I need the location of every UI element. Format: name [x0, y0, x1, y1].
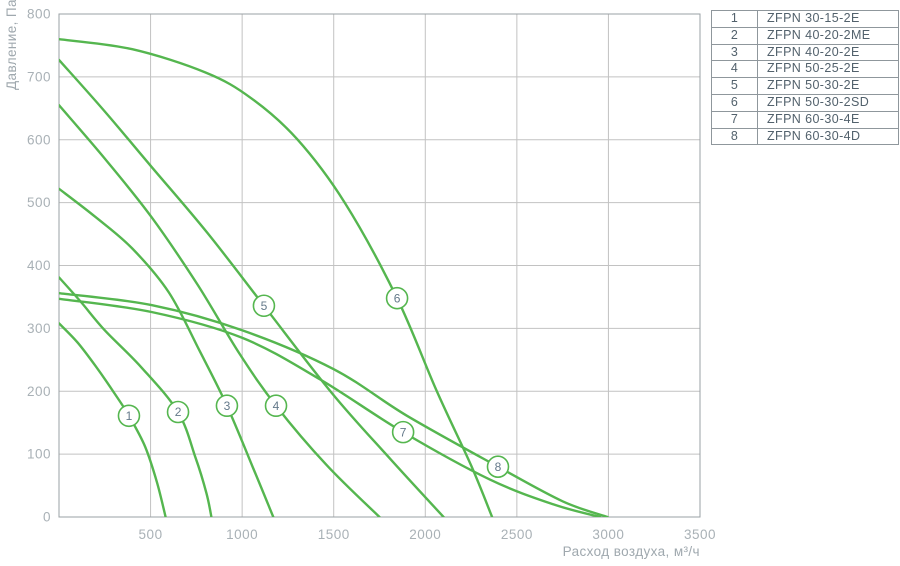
curve-1: [59, 322, 167, 517]
curve-label-circle: [391, 420, 415, 444]
curve-label-circle: [252, 294, 276, 318]
legend-row: 3 ZFPN 40-20-2E: [711, 43, 899, 62]
legend-number: 5: [711, 77, 758, 95]
curve-labels: 1 2 3 4 5 6 7 8: [117, 286, 510, 479]
curve-8: [59, 292, 609, 517]
legend-table: 1 ZFPN 30-15-2E 2 ZFPN 40-20-2ME 3 ZFPN 40-20…: [711, 10, 899, 146]
y-tick-label: 600: [27, 132, 51, 147]
curve-label-4: 4: [264, 394, 288, 418]
curve-label-number: 2: [175, 405, 182, 419]
y-tick-label: 700: [27, 69, 51, 84]
legend-model: ZFPN 40-20-2ME: [757, 26, 899, 45]
x-tick-label: 1500: [318, 527, 350, 542]
legend-model: ZFPN 50-30-2E: [757, 77, 899, 95]
legend-number: 1: [711, 10, 758, 28]
legend-row: 6 ZFPN 50-30-2SD: [711, 93, 899, 112]
legend-number: 6: [711, 93, 758, 112]
y-axis-title: Давление, Па: [4, 0, 19, 90]
curve-label-number: 1: [126, 409, 133, 423]
x-tick-label: 500: [139, 527, 163, 542]
y-tick-label: 0: [43, 510, 51, 525]
y-tick-label: 500: [27, 195, 51, 210]
curve-label-5: 5: [252, 294, 276, 318]
legend-model: ZFPN 60-30-4E: [757, 110, 899, 129]
legend-model: ZFPN 60-30-4D: [757, 127, 899, 146]
curve-label-number: 8: [495, 460, 502, 474]
curve-label-circle: [166, 400, 190, 424]
tick-labels: 500 1000 1500 2000 2500 3000 35000100200300400…: [27, 7, 716, 543]
curve-label-number: 5: [261, 299, 268, 313]
curve-label-2: 2: [166, 400, 190, 424]
curve-4: [59, 104, 381, 517]
y-tick-label: 300: [27, 321, 51, 336]
curve-label-number: 3: [224, 399, 231, 413]
x-axis-title: Расход воздуха, м³/ч: [562, 544, 700, 559]
legend-number: 2: [711, 26, 758, 45]
gridlines: [59, 14, 701, 517]
legend-model: ZFPN 30-15-2E: [757, 10, 899, 28]
legend-row: 7 ZFPN 60-30-4E: [711, 110, 899, 129]
curve-label-1: 1: [117, 404, 141, 428]
x-tick-label: 2000: [409, 527, 441, 542]
legend-row: 5 ZFPN 50-30-2E: [711, 77, 899, 95]
y-tick-label: 200: [27, 384, 51, 399]
legend-number: 7: [711, 110, 758, 129]
curve-6: [59, 38, 494, 517]
y-tick-label: 400: [27, 258, 51, 273]
y-tick-label: 800: [27, 7, 51, 22]
legend-model: ZFPN 40-20-2E: [757, 43, 899, 62]
curve-label-circle: [486, 455, 510, 479]
legend-model: ZFPN 50-30-2SD: [757, 93, 899, 112]
legend-row: 8 ZFPN 60-30-4D: [711, 127, 899, 146]
x-tick-label: 3500: [684, 527, 716, 542]
x-tick-label: 1000: [226, 527, 258, 542]
x-tick-label: 3000: [592, 527, 624, 542]
curve-5: [59, 58, 445, 517]
curve-label-number: 6: [394, 291, 401, 305]
x-tick-label: 2500: [501, 527, 533, 542]
legend-number: 4: [711, 60, 758, 79]
curve-label-circle: [385, 286, 409, 310]
legend-row: 2 ZFPN 40-20-2ME: [711, 26, 899, 45]
curve-label-number: 7: [400, 425, 407, 439]
curve-3: [59, 187, 275, 517]
fan-curves: [59, 38, 609, 517]
y-tick-label: 100: [27, 447, 51, 462]
curve-label-3: 3: [215, 394, 239, 418]
curve-2: [59, 276, 213, 517]
legend-row: 1 ZFPN 30-15-2E: [711, 10, 899, 28]
legend-number: 3: [711, 43, 758, 62]
curve-label-circle: [215, 394, 239, 418]
curve-7: [59, 297, 602, 517]
legend-number: 8: [711, 127, 758, 146]
curve-label-circle: [117, 404, 141, 428]
curve-label-7: 7: [391, 420, 415, 444]
curve-label-circle: [264, 394, 288, 418]
legend-model: ZFPN 50-25-2E: [757, 60, 899, 79]
curve-label-8: 8: [486, 455, 510, 479]
curve-label-6: 6: [385, 286, 409, 310]
legend-row: 4 ZFPN 50-25-2E: [711, 60, 899, 79]
curve-label-number: 4: [273, 399, 280, 413]
